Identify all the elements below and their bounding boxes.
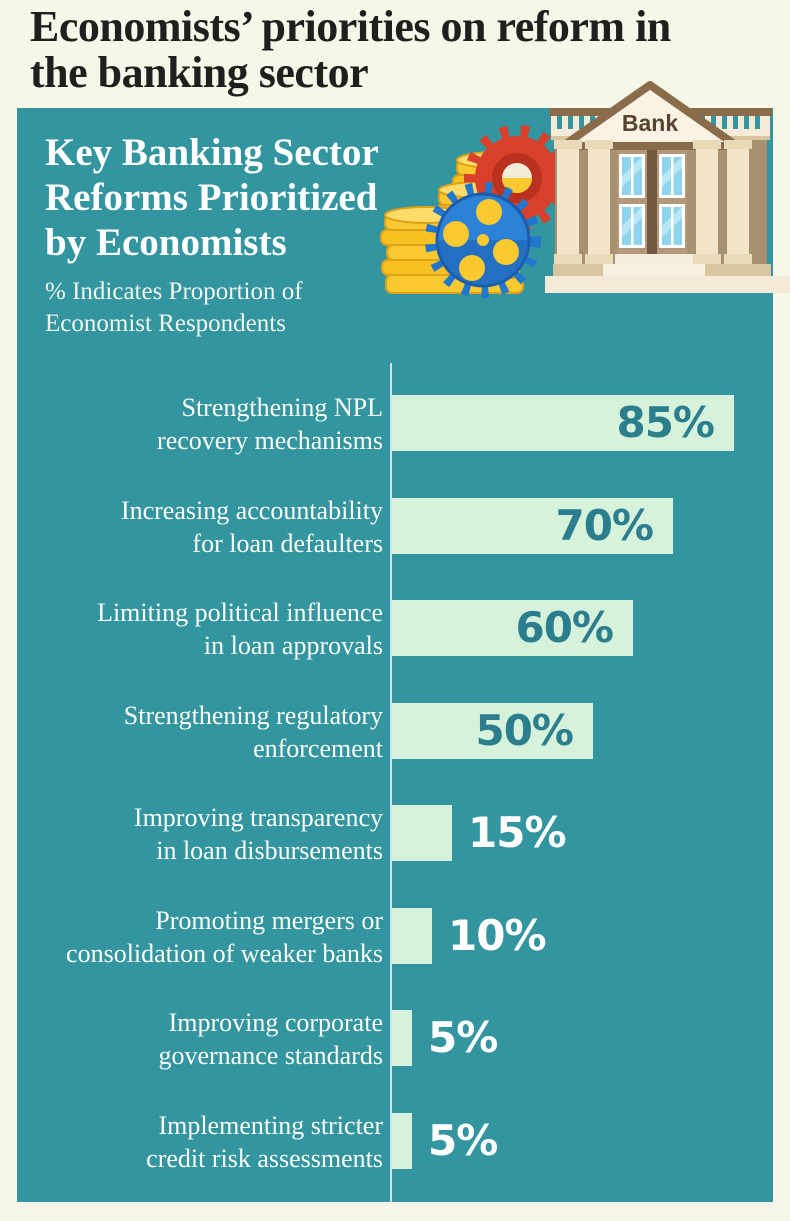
bar-label-line1: Limiting political influence (97, 598, 383, 627)
chart-row: Strengthening regulatory enforcement 50% (17, 701, 773, 763)
chart-row: Promoting mergers or consolidation of we… (17, 906, 773, 968)
bar-label-line1: Increasing accountability (120, 495, 383, 525)
bar-label: Improving transparency in loan disbursem… (37, 801, 383, 867)
bar (392, 1010, 412, 1066)
bar-label: Improving corporate governance standards (37, 1006, 383, 1072)
bar-label-line1: Promoting mergers or (155, 905, 383, 935)
chart-subtitle: % Indicates Proportion of Economist Resp… (45, 276, 385, 340)
bar (392, 805, 452, 861)
bank-columns-icon (554, 140, 752, 264)
bar-value: 5% (428, 1115, 498, 1165)
bar-label-line1: Strengthening NPL (181, 393, 384, 422)
bar-value: 5% (428, 1013, 498, 1062)
chart-title-line1: Key Banking Sector (45, 131, 379, 174)
chart-subtitle-line2: Economist Respondents (45, 310, 286, 337)
bar (392, 1112, 412, 1169)
chart-row: Improving corporate governance standards… (17, 1008, 773, 1070)
bar: 60% (392, 600, 633, 656)
chart-row: Strengthening NPL recovery mechanisms 85… (17, 393, 773, 455)
blue-gear-icon (425, 182, 541, 298)
bank-steps-icon (545, 254, 790, 293)
chart-axis-line (390, 363, 392, 1202)
chart-title: Key Banking Sector Reforms Prioritized b… (45, 130, 425, 265)
page-title: Economists’ priorities on reform in the … (30, 4, 750, 96)
bar-value: 10% (448, 910, 547, 960)
bar-label-line2: in loan approvals (203, 631, 383, 660)
bank-sign-label: Bank (622, 110, 678, 136)
bar: 85% (392, 395, 734, 451)
bar-value: 60% (515, 603, 614, 652)
chart-row: Improving transparency in loan disbursem… (17, 803, 773, 865)
bar-label-line2: recovery mechanisms (157, 426, 383, 455)
bar-label: Strengthening NPL recovery mechanisms (37, 391, 383, 457)
bar-label-line2: governance standards (158, 1041, 383, 1070)
bar-label-line1: Implementing stricter (158, 1110, 383, 1140)
bar-label-line2: in loan disbursements (156, 836, 383, 865)
bar-label-line1: Improving transparency (133, 803, 383, 832)
chart-row: Limiting political influence in loan app… (17, 598, 773, 660)
page-title-line1: Economists’ priorities on reform in (30, 2, 671, 51)
bank-windows-icon (619, 154, 685, 248)
panel: Key Banking Sector Reforms Prioritized b… (17, 81, 790, 1202)
bar-label: Promoting mergers or consolidation of we… (37, 904, 383, 970)
bar-value: 15% (468, 808, 567, 857)
bar-label-line2: credit risk assessments (146, 1143, 383, 1173)
chart-subtitle-line1: % Indicates Proportion of (45, 278, 303, 305)
bar-label-line2: consolidation of weaker banks (66, 938, 383, 968)
bar-label: Strengthening regulatory enforcement (37, 699, 383, 765)
bar-label: Limiting political influence in loan app… (37, 596, 383, 662)
chart-title-line2: Reforms Prioritized (45, 176, 378, 219)
chart-title-line3: by Economists (45, 221, 287, 264)
bar-label: Increasing accountability for loan defau… (37, 494, 383, 560)
bank-building-icon: Bank (545, 81, 790, 293)
bar-label-line2: for loan defaulters (192, 528, 383, 558)
bar (392, 907, 432, 964)
bar-label-line1: Strengthening regulatory (123, 700, 383, 730)
page-title-line2: the banking sector (30, 48, 369, 97)
bar-value: 50% (475, 705, 574, 755)
chart-row: Increasing accountability for loan defau… (17, 496, 773, 558)
bar-value: 85% (616, 398, 715, 447)
bar-label-line2: enforcement (253, 733, 383, 763)
bar-label-line1: Improving corporate (168, 1008, 383, 1037)
chart-row: Implementing stricter credit risk assess… (17, 1111, 773, 1173)
bar: 70% (392, 497, 673, 554)
bar-label: Implementing stricter credit risk assess… (37, 1109, 383, 1175)
bar-value: 70% (555, 500, 654, 550)
bar: 50% (392, 702, 593, 759)
bank-illustration: Bank (380, 81, 790, 298)
